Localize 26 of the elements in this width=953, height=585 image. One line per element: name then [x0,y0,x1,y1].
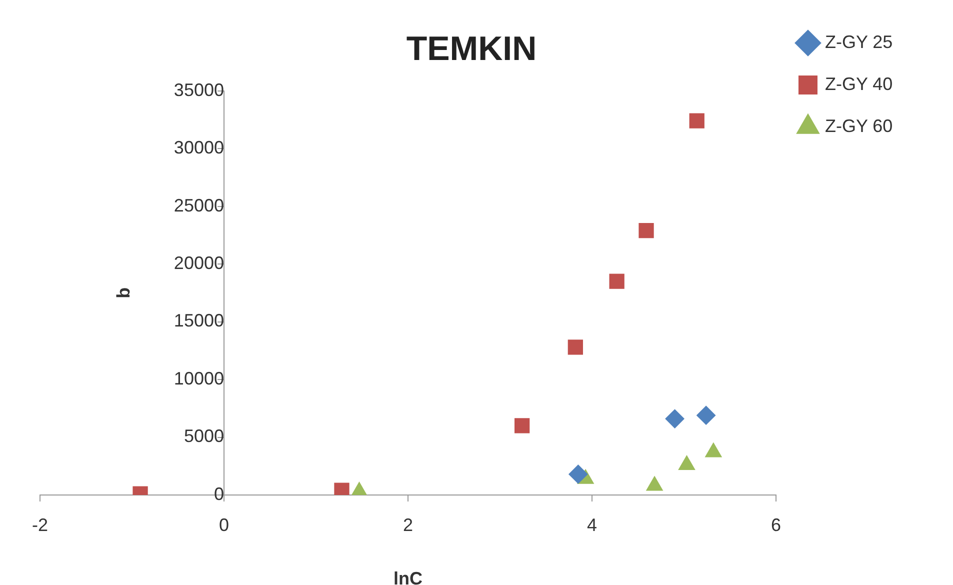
point [568,340,583,355]
point [638,222,654,238]
x-tick-label: 6 [770,514,781,535]
legend-label: Z-GY 40 [824,74,893,94]
x-tick-label: -2 [32,514,48,535]
point [609,274,624,289]
point [350,482,368,495]
legend-label: Z-GY 60 [824,116,893,136]
y-tick-label: 0 [214,484,224,504]
x-axis-title: lnC [393,568,422,585]
chart-title: TEMKIN [406,30,537,68]
x-tick-label: 2 [402,514,413,535]
y-tick-label: 10000 [174,368,224,388]
x-tick-label: 4 [586,514,597,535]
y-tick-label: 5000 [184,426,224,446]
y-axis-title: q [116,287,136,298]
point [689,113,704,128]
point [646,476,663,491]
y-tick-label: 35000 [174,80,224,100]
y-tick-label: 20000 [174,252,224,273]
y-tick-label: 30000 [174,138,224,158]
y-tick-label: 15000 [174,310,224,331]
point [705,442,722,458]
point [678,455,696,470]
y-tick-label: 25000 [174,195,224,216]
legend-label: Z-GY 25 [824,32,893,52]
